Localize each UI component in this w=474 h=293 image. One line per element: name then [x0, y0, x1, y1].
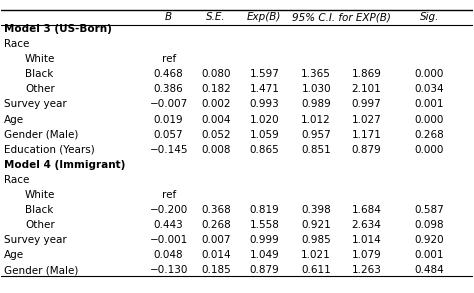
Text: 0.819: 0.819 [249, 205, 279, 215]
Text: 1.365: 1.365 [301, 69, 331, 79]
Text: 0.034: 0.034 [414, 84, 444, 94]
Text: 0.080: 0.080 [201, 69, 230, 79]
Text: Other: Other [25, 84, 55, 94]
Text: 0.002: 0.002 [201, 99, 230, 109]
Text: 0.004: 0.004 [201, 115, 230, 125]
Text: 1.020: 1.020 [249, 115, 279, 125]
Text: −0.001: −0.001 [150, 235, 188, 245]
Text: −0.145: −0.145 [149, 145, 188, 155]
Text: −0.200: −0.200 [150, 205, 188, 215]
Text: 95% C.I. for EXP(B): 95% C.I. for EXP(B) [292, 12, 391, 22]
Text: Race: Race [4, 175, 29, 185]
Text: 0.997: 0.997 [352, 99, 382, 109]
Text: 1.030: 1.030 [301, 84, 331, 94]
Text: 0.268: 0.268 [201, 220, 231, 230]
Text: S.E.: S.E. [206, 12, 226, 22]
Text: 2.101: 2.101 [352, 84, 382, 94]
Text: 0.398: 0.398 [301, 205, 331, 215]
Text: 1.049: 1.049 [249, 250, 279, 260]
Text: −0.130: −0.130 [149, 265, 188, 275]
Text: 1.021: 1.021 [301, 250, 331, 260]
Text: 0.057: 0.057 [154, 130, 183, 139]
Text: 0.048: 0.048 [154, 250, 183, 260]
Text: 0.443: 0.443 [154, 220, 183, 230]
Text: Race: Race [4, 39, 29, 49]
Text: 0.098: 0.098 [414, 220, 444, 230]
Text: Gender (Male): Gender (Male) [4, 265, 78, 275]
Text: 1.263: 1.263 [352, 265, 382, 275]
Text: Age: Age [4, 250, 24, 260]
Text: White: White [25, 190, 55, 200]
Text: 1.869: 1.869 [352, 69, 382, 79]
Text: 0.182: 0.182 [201, 84, 231, 94]
Text: 0.185: 0.185 [201, 265, 231, 275]
Text: 0.993: 0.993 [249, 99, 279, 109]
Text: 0.008: 0.008 [201, 145, 230, 155]
Text: 0.368: 0.368 [201, 205, 231, 215]
Text: 1.079: 1.079 [352, 250, 382, 260]
Text: Gender (Male): Gender (Male) [4, 130, 78, 139]
Text: 1.471: 1.471 [249, 84, 279, 94]
Text: Model 3 (US-Born): Model 3 (US-Born) [4, 24, 111, 34]
Text: 0.851: 0.851 [301, 145, 331, 155]
Text: 0.052: 0.052 [201, 130, 231, 139]
Text: 0.484: 0.484 [414, 265, 444, 275]
Text: ref: ref [162, 190, 176, 200]
Text: Education (Years): Education (Years) [4, 145, 94, 155]
Text: 0.468: 0.468 [154, 69, 183, 79]
Text: 0.921: 0.921 [301, 220, 331, 230]
Text: 0.879: 0.879 [249, 265, 279, 275]
Text: Survey year: Survey year [4, 235, 66, 245]
Text: 0.865: 0.865 [249, 145, 279, 155]
Text: 0.920: 0.920 [414, 235, 444, 245]
Text: White: White [25, 54, 55, 64]
Text: 0.879: 0.879 [352, 145, 382, 155]
Text: 0.587: 0.587 [414, 205, 444, 215]
Text: 0.999: 0.999 [249, 235, 279, 245]
Text: 0.985: 0.985 [301, 235, 331, 245]
Text: 0.957: 0.957 [301, 130, 331, 139]
Text: 1.171: 1.171 [352, 130, 382, 139]
Text: ref: ref [162, 54, 176, 64]
Text: 0.007: 0.007 [201, 235, 230, 245]
Text: 0.000: 0.000 [415, 69, 444, 79]
Text: Survey year: Survey year [4, 99, 66, 109]
Text: 0.989: 0.989 [301, 99, 331, 109]
Text: 1.558: 1.558 [249, 220, 279, 230]
Text: 1.059: 1.059 [249, 130, 279, 139]
Text: 0.000: 0.000 [415, 115, 444, 125]
Text: 0.611: 0.611 [301, 265, 331, 275]
Text: 0.001: 0.001 [414, 250, 444, 260]
Text: 0.014: 0.014 [201, 250, 231, 260]
Text: 1.014: 1.014 [352, 235, 382, 245]
Text: Black: Black [25, 205, 53, 215]
Text: Model 4 (Immigrant): Model 4 (Immigrant) [4, 160, 125, 170]
Text: Sig.: Sig. [419, 12, 439, 22]
Text: B: B [165, 12, 172, 22]
Text: 0.268: 0.268 [414, 130, 444, 139]
Text: 0.019: 0.019 [154, 115, 183, 125]
Text: 1.012: 1.012 [301, 115, 331, 125]
Text: −0.007: −0.007 [150, 99, 188, 109]
Text: 0.001: 0.001 [414, 99, 444, 109]
Text: 0.000: 0.000 [415, 145, 444, 155]
Text: Age: Age [4, 115, 24, 125]
Text: Black: Black [25, 69, 53, 79]
Text: Exp(B): Exp(B) [247, 12, 282, 22]
Text: 0.386: 0.386 [154, 84, 183, 94]
Text: 1.027: 1.027 [352, 115, 382, 125]
Text: Other: Other [25, 220, 55, 230]
Text: 1.597: 1.597 [249, 69, 279, 79]
Text: 1.684: 1.684 [352, 205, 382, 215]
Text: 2.634: 2.634 [352, 220, 382, 230]
